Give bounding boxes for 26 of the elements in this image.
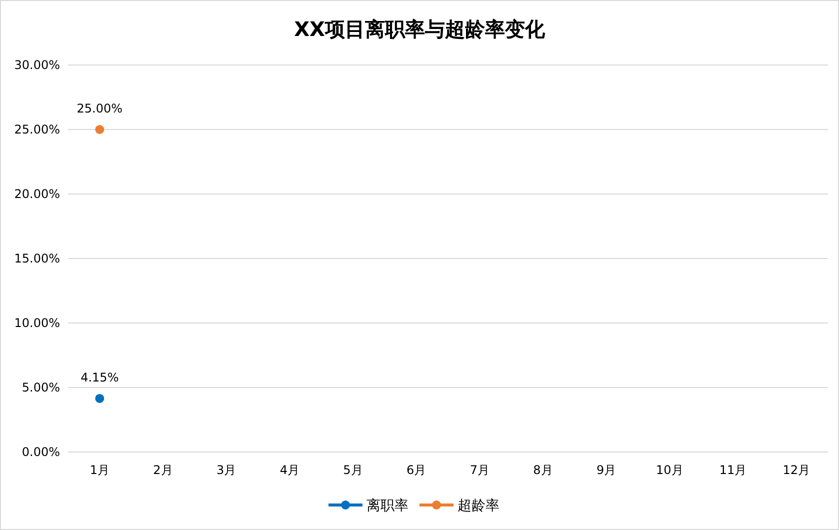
data-label: 25.00% — [76, 102, 123, 116]
x-tick-label: 5月 — [343, 463, 363, 477]
x-tick-label: 6月 — [406, 463, 426, 477]
y-tick-label: 0.00% — [22, 445, 60, 459]
x-tick-label: 7月 — [470, 463, 490, 477]
x-tick-label: 12月 — [782, 463, 810, 477]
超龄率: 25.00% — [76, 102, 123, 134]
离职率: 4.15% — [80, 370, 119, 403]
legend-label: 超龄率 — [458, 498, 500, 514]
x-tick-label: 8月 — [533, 463, 553, 477]
x-tick-label: 3月 — [216, 463, 236, 477]
chart-title: XX项目离职率与超龄率变化 — [294, 17, 546, 41]
y-tick-label: 5.00% — [22, 380, 60, 394]
legend-label: 离职率 — [366, 498, 408, 514]
x-tick-label: 10月 — [656, 463, 684, 477]
y-tick-label: 30.00% — [14, 58, 60, 72]
x-tick-label: 2月 — [153, 463, 173, 477]
y-tick-label: 15.00% — [14, 252, 60, 266]
y-tick-label: 10.00% — [14, 316, 60, 330]
x-tick-label: 4月 — [280, 463, 300, 477]
y-tick-label: 25.00% — [14, 122, 60, 136]
x-tick-label: 11月 — [719, 463, 747, 477]
data-label: 4.15% — [80, 370, 119, 384]
x-tick-label: 1月 — [90, 463, 110, 477]
x-tick-label: 9月 — [596, 463, 616, 477]
y-tick-label: 20.00% — [14, 187, 60, 201]
